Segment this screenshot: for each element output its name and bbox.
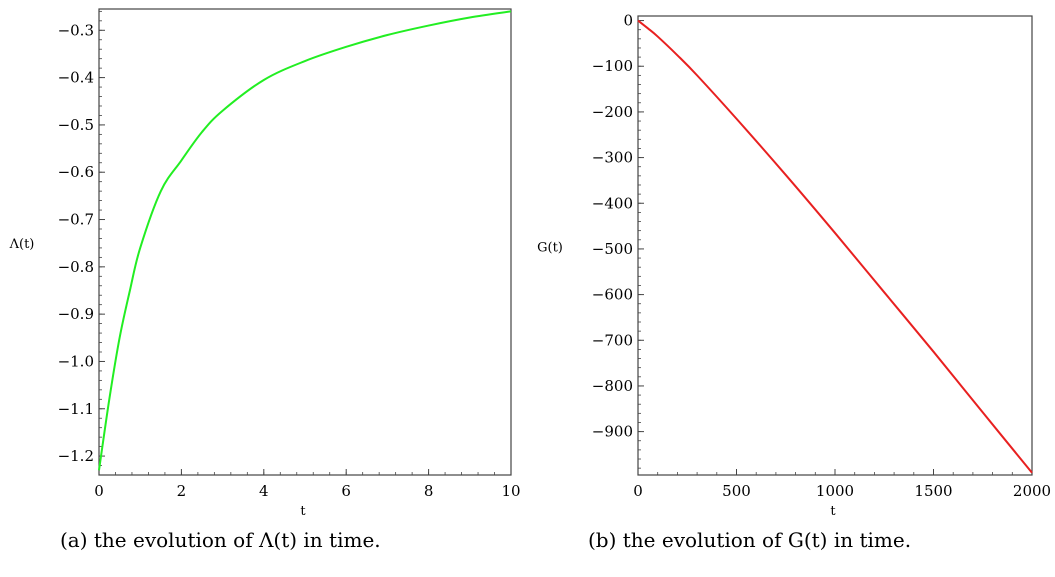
y-tick-label: −0.8 [58,258,94,276]
x-tick-label: 2000 [1013,482,1051,500]
series-line-0 [637,19,1033,474]
y-tick-label: −0.6 [58,163,94,181]
y-tick-label: −0.4 [58,69,94,87]
x-tick-label: 1500 [914,482,952,500]
y-tick-label: −700 [592,331,633,349]
figure-a: −0.3 −0.4 −0.5 −0.6 −0.7 −0.8 −0.9 −1.0 −1.1 −1.2… [0,0,525,524]
x-tick-label: 10 [501,482,520,500]
y-tick-label: −300 [592,149,633,167]
plot-frame [98,8,512,476]
y-tick-label: −100 [592,57,633,75]
y-tick-label: −1.1 [58,400,94,418]
y-tick-label: −600 [592,286,633,304]
x-tick-label: 0 [633,482,643,500]
y-tick-label: −1.2 [58,447,94,465]
caption-b: (b) the evolution of G(t) in time. [588,528,912,552]
y-tick-label: −800 [592,377,633,395]
y-tick-label: −0.3 [58,21,94,39]
y-tick-label: −500 [592,240,633,258]
x-tick-label: 2 [177,482,187,500]
x-tick-label: 6 [341,482,351,500]
figure-b: 0 −100 −200 −300 −400 −500 −600 −700 −800 −900 0 50… [530,0,1055,524]
chart-a: −0.3 −0.4 −0.5 −0.6 −0.7 −0.8 −0.9 −1.0 −1.1 −1.2… [9,8,521,519]
x-axis-label: t [830,504,836,519]
x-tick-label: 8 [424,482,434,500]
y-tick-label: −0.7 [58,211,94,229]
y-tick-label: −900 [592,423,633,441]
x-tick-label: 500 [722,482,751,500]
x-tick-label: 4 [259,482,269,500]
caption-a: (a) the evolution of Λ(t) in time. [60,528,381,552]
x-tick-label: 0 [94,482,104,500]
y-tick-label: −0.5 [58,116,94,134]
x-tick-label: 1000 [816,482,854,500]
y-tick-label: 0 [623,12,633,30]
plot-frame [637,15,1033,476]
y-axis-label: Λ(t) [9,237,35,252]
x-axis-label: t [300,504,306,519]
series-line-0 [98,10,512,471]
y-tick-label: −0.9 [58,305,94,323]
y-axis-label: G(t) [537,241,563,256]
chart-b: 0 −100 −200 −300 −400 −500 −600 −700 −800 −900 0 50… [537,12,1051,519]
y-tick-label: −1.0 [58,352,94,370]
y-tick-label: −400 [592,194,633,212]
y-tick-label: −200 [592,103,633,121]
